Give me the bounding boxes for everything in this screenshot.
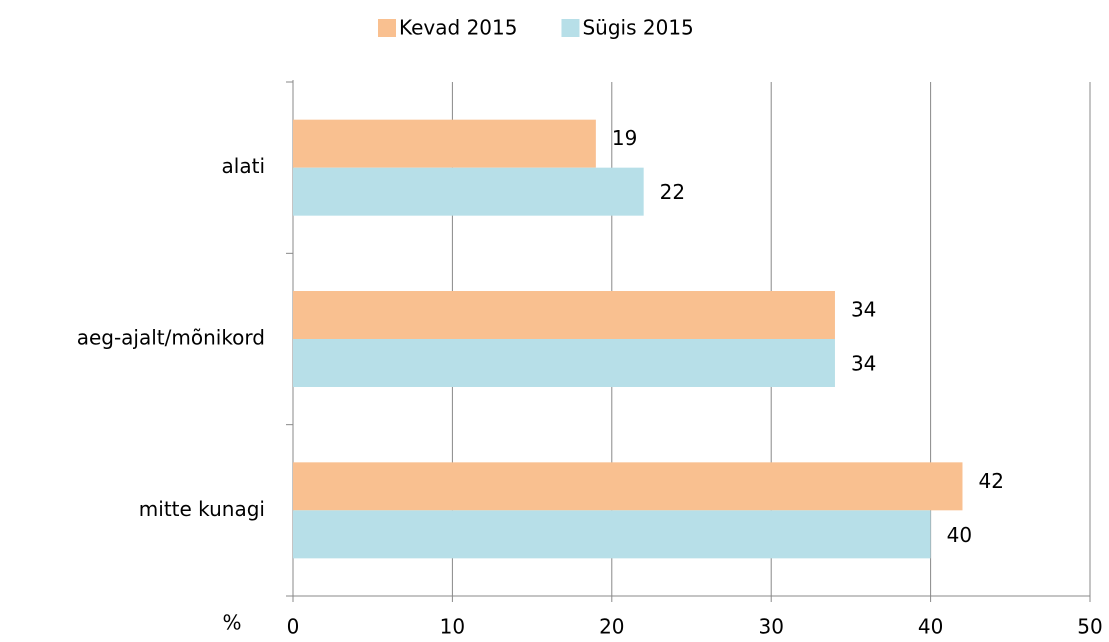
data-label: 42 bbox=[978, 469, 1003, 493]
bar bbox=[293, 167, 644, 216]
x-tick-label: 20 bbox=[599, 615, 624, 639]
data-label: 34 bbox=[851, 352, 876, 376]
bar bbox=[293, 510, 931, 559]
y-tick-label: aeg-ajalt/mõnikord bbox=[77, 326, 265, 350]
bar bbox=[293, 462, 963, 511]
bar bbox=[293, 291, 835, 339]
bar bbox=[293, 119, 596, 168]
bar bbox=[293, 339, 835, 387]
x-tick-label: 40 bbox=[918, 615, 943, 639]
y-tick-label: alati bbox=[222, 154, 265, 178]
x-tick-label: 50 bbox=[1077, 615, 1102, 639]
legend-label: Kevad 2015 bbox=[399, 16, 517, 40]
data-label: 22 bbox=[660, 180, 685, 204]
x-tick-label: 30 bbox=[758, 615, 783, 639]
y-tick-label: mitte kunagi bbox=[139, 497, 265, 521]
data-label: 40 bbox=[947, 523, 972, 547]
data-label: 34 bbox=[851, 298, 876, 322]
legend-swatch bbox=[378, 19, 396, 37]
legend-swatch bbox=[561, 19, 580, 37]
x-tick-label: 0 bbox=[287, 615, 300, 639]
x-axis-label: % bbox=[222, 611, 241, 635]
data-label: 19 bbox=[612, 126, 637, 150]
legend-label: Sügis 2015 bbox=[582, 16, 693, 40]
x-tick-label: 10 bbox=[440, 615, 465, 639]
